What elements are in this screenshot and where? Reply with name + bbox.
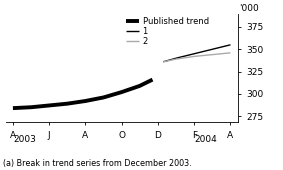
Published trend (66, 103, 69, 105)
2 (162, 61, 165, 63)
2 (192, 55, 196, 57)
Published trend (120, 91, 123, 93)
Text: '000: '000 (239, 4, 259, 13)
1 (162, 61, 165, 63)
Legend: Published trend, 1, 2: Published trend, 1, 2 (126, 17, 209, 46)
1 (229, 44, 232, 46)
Published trend (48, 104, 51, 106)
Published trend (29, 106, 33, 108)
2 (211, 54, 214, 56)
1 (211, 48, 214, 50)
1 (192, 53, 196, 55)
Line: 2: 2 (163, 53, 230, 62)
Line: 1: 1 (163, 45, 230, 62)
2 (229, 52, 232, 54)
Published trend (84, 100, 87, 102)
Text: (a) Break in trend series from December 2003.: (a) Break in trend series from December … (3, 159, 192, 168)
Text: 2004: 2004 (194, 135, 217, 144)
1 (174, 57, 178, 59)
Line: Published trend: Published trend (13, 80, 153, 108)
Published trend (102, 96, 105, 98)
2 (174, 58, 178, 60)
Text: 2003: 2003 (13, 135, 36, 144)
Published trend (151, 79, 154, 81)
Published trend (138, 85, 142, 87)
Published trend (11, 107, 15, 109)
